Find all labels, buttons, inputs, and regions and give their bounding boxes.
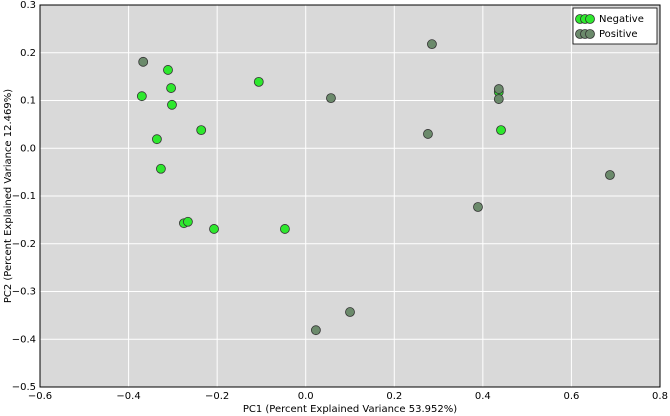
y-tick-label: −0.1: [12, 191, 36, 202]
point: [493, 94, 504, 104]
y-axis-label: PC2 (Percent Explained Variance 12.469%): [3, 89, 14, 303]
point: [209, 224, 219, 234]
point: [138, 56, 149, 67]
y-tick-label: −0.2: [12, 239, 36, 250]
x-tick-label: −0.4: [116, 391, 140, 402]
x-tick-label: 0.2: [386, 391, 402, 402]
legend-marker: [585, 14, 595, 24]
y-tick-label: −0.5: [12, 382, 36, 393]
y-tick-label: −0.4: [12, 334, 36, 345]
legend-label: Positive: [599, 29, 638, 40]
point: [493, 84, 504, 94]
legend-label: Negative: [599, 14, 644, 25]
legend-marker: [585, 29, 595, 39]
point: [310, 325, 321, 336]
y-tick-label: 0.3: [20, 0, 36, 11]
point: [345, 307, 355, 317]
point: [136, 91, 147, 102]
point: [423, 129, 433, 139]
x-tick-label: −0.6: [28, 391, 52, 402]
point: [183, 216, 193, 227]
x-tick-label: 0.8: [652, 391, 668, 402]
y-tick-label: −0.3: [12, 287, 36, 298]
point: [279, 224, 290, 234]
point: [166, 83, 176, 93]
point: [163, 65, 173, 75]
point: [167, 99, 177, 110]
y-tick-label: 0.2: [20, 48, 36, 59]
x-tick-label: 0.6: [563, 391, 579, 402]
x-tick-label: 0.4: [475, 391, 491, 402]
x-axis-label: PC1 (Percent Explained Variance 53.952%): [243, 404, 457, 415]
x-tick-label: −0.2: [205, 391, 229, 402]
y-tick-label: 0.0: [20, 143, 36, 154]
point: [326, 93, 336, 104]
point: [427, 39, 437, 50]
x-tick-label: 0.0: [298, 391, 314, 402]
point: [496, 125, 506, 136]
plot-frame: [39, 4, 661, 388]
point: [152, 134, 162, 145]
point: [253, 76, 264, 87]
point: [196, 125, 207, 136]
y-tick-label: 0.1: [20, 96, 36, 107]
point: [473, 202, 483, 212]
point: [605, 170, 615, 180]
point: [155, 163, 166, 174]
